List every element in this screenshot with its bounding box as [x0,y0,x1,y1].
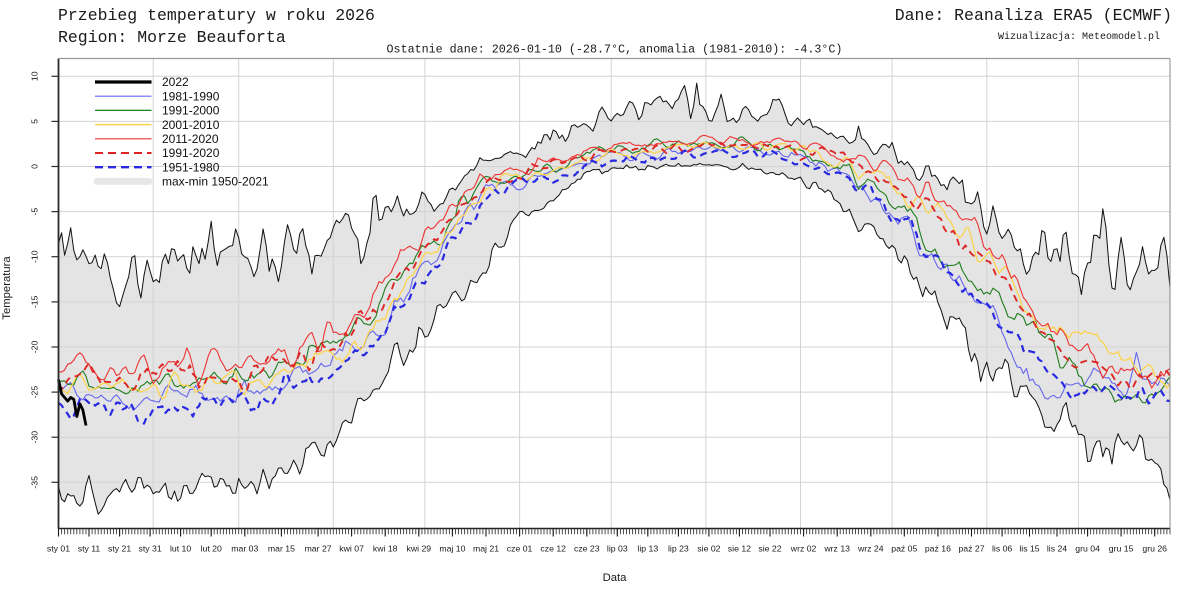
svg-text:-15: -15 [30,295,40,308]
svg-text:kwi 18: kwi 18 [373,544,398,554]
svg-text:lis 24: lis 24 [1047,544,1067,554]
svg-text:lip 23: lip 23 [668,544,689,554]
svg-text:cze 23: cze 23 [574,544,600,554]
svg-text:Region: Morze Beauforta: Region: Morze Beauforta [58,28,286,47]
svg-text:Wizualizacja: Meteomodel.pl: Wizualizacja: Meteomodel.pl [998,31,1160,43]
svg-text:maj 10: maj 10 [439,544,465,554]
svg-text:-20: -20 [30,341,40,354]
svg-text:mar 03: mar 03 [231,544,258,554]
svg-text:Ostatnie dane: 2026-01-10 (-28: Ostatnie dane: 2026-01-10 (-28.7°C, anom… [387,43,843,57]
svg-text:Data: Data [603,572,628,584]
svg-text:5: 5 [30,119,40,124]
svg-text:2011-2020: 2011-2020 [162,132,219,146]
svg-text:paź 05: paź 05 [891,544,917,554]
svg-text:2022: 2022 [162,75,189,89]
svg-text:cze 12: cze 12 [540,544,566,554]
svg-text:lip 03: lip 03 [607,544,628,554]
svg-text:max-min 1950-2021: max-min 1950-2021 [162,175,269,189]
svg-text:paź 16: paź 16 [925,544,951,554]
svg-text:sty 01: sty 01 [47,544,70,554]
svg-text:sie 22: sie 22 [758,544,781,554]
svg-text:1991-2020: 1991-2020 [162,146,220,160]
svg-text:gru 15: gru 15 [1109,544,1134,554]
svg-text:wrz 02: wrz 02 [790,544,817,554]
svg-text:lut 20: lut 20 [201,544,222,554]
svg-text:lis 06: lis 06 [992,544,1012,554]
svg-text:1981-1990: 1981-1990 [162,89,220,103]
svg-text:Przebieg temperatury w roku 20: Przebieg temperatury w roku 2026 [58,6,375,25]
svg-text:sty 11: sty 11 [78,544,101,554]
svg-text:1991-2000: 1991-2000 [162,104,220,118]
svg-text:-25: -25 [30,386,40,399]
svg-text:Dane: Reanaliza ERA5 (ECMWF): Dane: Reanaliza ERA5 (ECMWF) [895,6,1172,25]
svg-text:-30: -30 [30,431,40,444]
svg-text:sie 12: sie 12 [728,544,751,554]
svg-text:wrz 24: wrz 24 [857,544,884,554]
svg-text:sty 31: sty 31 [139,544,162,554]
svg-text:sie 02: sie 02 [697,544,720,554]
svg-text:1951-1980: 1951-1980 [162,160,220,174]
svg-text:2001-2010: 2001-2010 [162,118,220,132]
svg-text:kwi 07: kwi 07 [339,544,364,554]
svg-text:gru 26: gru 26 [1142,544,1167,554]
svg-text:cze 01: cze 01 [507,544,533,554]
svg-text:kwi 29: kwi 29 [406,544,431,554]
svg-text:-10: -10 [30,250,40,263]
svg-text:sty 21: sty 21 [108,544,131,554]
svg-text:lis 15: lis 15 [1019,544,1039,554]
svg-text:lip 13: lip 13 [637,544,658,554]
svg-text:-35: -35 [30,476,40,489]
svg-text:maj 21: maj 21 [473,544,499,554]
svg-text:lut 10: lut 10 [170,544,191,554]
svg-text:gru 04: gru 04 [1075,544,1100,554]
svg-text:wrz 13: wrz 13 [823,544,850,554]
svg-text:-5: -5 [30,208,40,216]
svg-text:paź 27: paź 27 [958,544,984,554]
svg-text:Temperatura: Temperatura [1,256,13,320]
svg-text:10: 10 [30,71,40,81]
svg-text:0: 0 [30,164,40,169]
svg-text:mar 15: mar 15 [268,544,295,554]
svg-text:mar 27: mar 27 [305,544,332,554]
